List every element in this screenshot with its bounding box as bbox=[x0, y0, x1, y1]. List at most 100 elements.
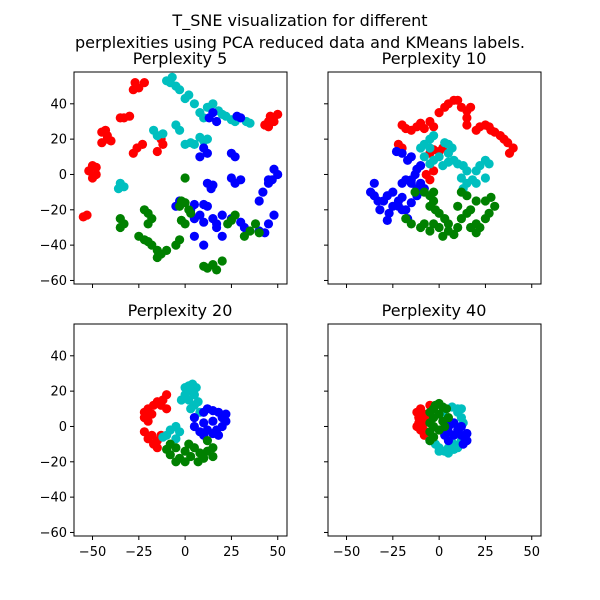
subplot-title: Perplexity 40 bbox=[382, 301, 487, 320]
scatter-point-red bbox=[419, 123, 429, 134]
scatter-point-green bbox=[410, 187, 420, 197]
scatter-point-blue bbox=[254, 196, 264, 206]
scatter-point-red bbox=[128, 148, 138, 158]
scatter-point-red bbox=[273, 109, 283, 119]
y-tick-label: 20 bbox=[50, 385, 67, 400]
scatter-point-green bbox=[186, 451, 196, 462]
scatter-point-green bbox=[115, 222, 125, 233]
x-tick-label: −50 bbox=[79, 545, 106, 560]
scatter-point-green bbox=[171, 443, 181, 453]
scatter-point-green bbox=[440, 421, 450, 432]
plot-frame bbox=[73, 323, 288, 537]
scatter-point-cyan bbox=[443, 448, 453, 458]
scatter-point-green bbox=[416, 222, 426, 233]
scatter-point-blue bbox=[212, 222, 222, 233]
scatter-point-cyan bbox=[189, 139, 199, 149]
scatter-point-red bbox=[137, 139, 148, 149]
scatter-point-cyan bbox=[186, 404, 196, 414]
y-tick-label: −40 bbox=[40, 491, 67, 506]
scatter-point-red bbox=[462, 113, 472, 123]
scatter-point-cyan bbox=[175, 427, 185, 437]
scatter-point-green bbox=[456, 187, 466, 197]
subplot-0: Perplexity 5 −60 −40 −20 0 20 40 bbox=[40, 49, 288, 289]
scatter-point-cyan bbox=[434, 446, 444, 456]
scatter-point-blue bbox=[199, 240, 209, 250]
scatter-point-blue bbox=[208, 180, 218, 190]
scatter-point-red bbox=[162, 404, 172, 414]
scatter-point-green bbox=[143, 219, 153, 229]
scatter-point-blue bbox=[391, 146, 402, 157]
figure-title-line2: perplexities using PCA reduced data and … bbox=[75, 33, 525, 52]
scatter-point-blue bbox=[462, 436, 472, 446]
scatter-point-green bbox=[175, 235, 185, 245]
scatter-point-cyan bbox=[149, 125, 159, 135]
scatter-point-red bbox=[393, 139, 403, 149]
scatter-point-cyan bbox=[434, 152, 444, 162]
scatter-point-red bbox=[475, 122, 485, 132]
plot-frame bbox=[73, 71, 288, 285]
scatter-point-green bbox=[162, 444, 172, 454]
axis-ticks: −50 −25 0 25 50 −60 −40 −20 0 20 40 bbox=[40, 349, 286, 560]
scatter-point-red bbox=[139, 78, 149, 88]
scatter-point-blue bbox=[217, 210, 227, 220]
x-tick-label: 25 bbox=[223, 545, 240, 560]
y-tick-label: −20 bbox=[40, 455, 67, 470]
scatter-point-red bbox=[417, 423, 428, 433]
scatter-point-green bbox=[180, 173, 190, 183]
scatter-point-red bbox=[421, 169, 431, 180]
scatter-point-green bbox=[208, 451, 218, 462]
scatter-point-green bbox=[254, 228, 264, 238]
scatter-point-green bbox=[453, 222, 463, 233]
scatter-point-red bbox=[429, 122, 439, 132]
scatter-point-blue bbox=[453, 425, 463, 435]
scatter-point-blue bbox=[382, 215, 392, 225]
subplot-title: Perplexity 5 bbox=[133, 49, 228, 68]
scatter-point-blue bbox=[369, 178, 379, 188]
scatter-point-green bbox=[484, 208, 494, 218]
scatter-point-red bbox=[265, 111, 275, 121]
scatter-point-blue bbox=[208, 416, 218, 426]
scatter-point-cyan bbox=[429, 131, 439, 141]
scatter-point-blue bbox=[403, 155, 413, 165]
y-tick-label: 20 bbox=[50, 133, 67, 148]
scatter-point-cyan bbox=[208, 99, 218, 109]
scatter-point-green bbox=[466, 205, 476, 215]
scatter-point-blue bbox=[195, 152, 205, 162]
y-tick-label: 0 bbox=[59, 168, 67, 183]
axis-ticks bbox=[324, 103, 533, 288]
scatter-point-blue bbox=[213, 430, 224, 440]
subplot-title: Perplexity 20 bbox=[128, 301, 233, 320]
y-tick-label: 0 bbox=[59, 420, 67, 435]
scatter-point-red bbox=[139, 413, 149, 423]
scatter-point-cyan bbox=[416, 143, 426, 153]
scatter-point-blue bbox=[269, 164, 279, 174]
scatter-point-cyan bbox=[193, 397, 203, 407]
scatter-point-red bbox=[453, 95, 463, 105]
scatter-point-cyan bbox=[180, 139, 190, 149]
scatter-point-red bbox=[152, 146, 162, 157]
subplot-2: Perplexity 20 −50 −25 0 25 50 −60 −40 −20 0 20 40 bbox=[40, 301, 288, 560]
scatter-point-red bbox=[414, 413, 424, 423]
plot-frame bbox=[327, 71, 542, 285]
x-tick-label: 0 bbox=[181, 545, 189, 560]
scatter-point-red bbox=[82, 210, 92, 220]
scatter-point-cyan bbox=[184, 90, 194, 100]
scatter-point-blue bbox=[189, 421, 199, 432]
scatter-point-green bbox=[401, 214, 411, 224]
scatter-point-cyan bbox=[189, 390, 199, 400]
scatter-point-green bbox=[184, 439, 194, 449]
subplot-3: Perplexity 40 −50 −25 0 25 50 bbox=[324, 301, 542, 560]
scatter-point-blue bbox=[375, 205, 385, 215]
scatter-point-cyan bbox=[425, 159, 435, 169]
scatter-point-blue bbox=[236, 175, 246, 185]
scatter-point-green bbox=[186, 208, 196, 218]
scatter-point-blue bbox=[384, 208, 394, 218]
scatter-point-green bbox=[425, 226, 435, 236]
scatter-point-green bbox=[208, 443, 218, 453]
scatter-point-cyan bbox=[484, 159, 494, 169]
scatter-point-blue bbox=[406, 198, 416, 208]
y-tick-label: −20 bbox=[40, 203, 67, 218]
figure-title-line1: T_SNE visualization for different bbox=[171, 11, 427, 31]
scatter-point-green bbox=[429, 187, 439, 197]
